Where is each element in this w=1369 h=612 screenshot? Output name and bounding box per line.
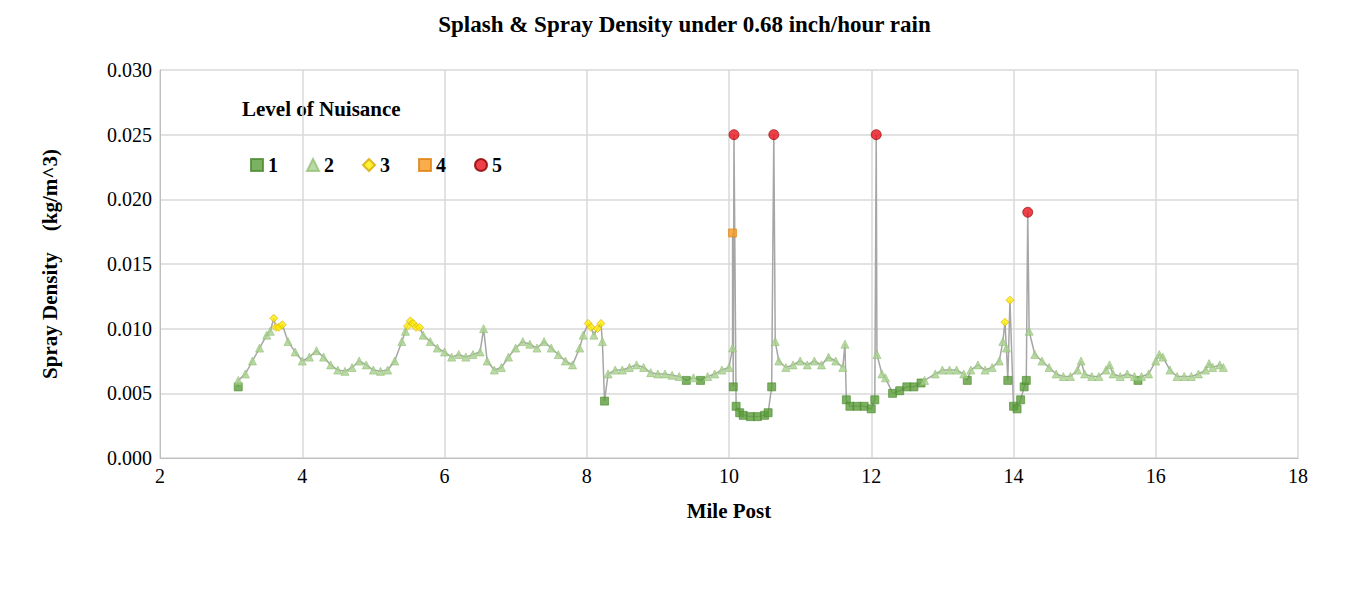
svg-text:0.005: 0.005 [107, 382, 152, 404]
svg-text:3: 3 [380, 154, 390, 176]
svg-text:0.020: 0.020 [107, 188, 152, 210]
svg-text:Spray Density (kg/m^3): Spray Density (kg/m^3) [38, 149, 62, 379]
svg-text:Mile Post: Mile Post [687, 499, 772, 523]
svg-text:8: 8 [582, 465, 592, 487]
svg-text:0.010: 0.010 [107, 318, 152, 340]
svg-text:0.030: 0.030 [107, 59, 152, 81]
svg-text:6: 6 [440, 465, 450, 487]
svg-text:5: 5 [492, 154, 502, 176]
svg-text:Splash & Spray Density under 0: Splash & Spray Density under 0.68 inch/h… [438, 12, 931, 37]
svg-text:10: 10 [719, 465, 739, 487]
svg-text:4: 4 [436, 154, 446, 176]
svg-text:2: 2 [324, 154, 334, 176]
svg-text:14: 14 [1004, 465, 1024, 487]
svg-text:Level of Nuisance: Level of Nuisance [242, 97, 401, 121]
svg-text:16: 16 [1146, 465, 1166, 487]
svg-text:2: 2 [155, 465, 165, 487]
svg-text:0.025: 0.025 [107, 124, 152, 146]
svg-text:4: 4 [297, 465, 307, 487]
svg-text:1: 1 [268, 154, 278, 176]
svg-text:12: 12 [861, 465, 881, 487]
svg-text:18: 18 [1288, 465, 1308, 487]
svg-text:0.015: 0.015 [107, 253, 152, 275]
svg-text:0.000: 0.000 [107, 447, 152, 469]
